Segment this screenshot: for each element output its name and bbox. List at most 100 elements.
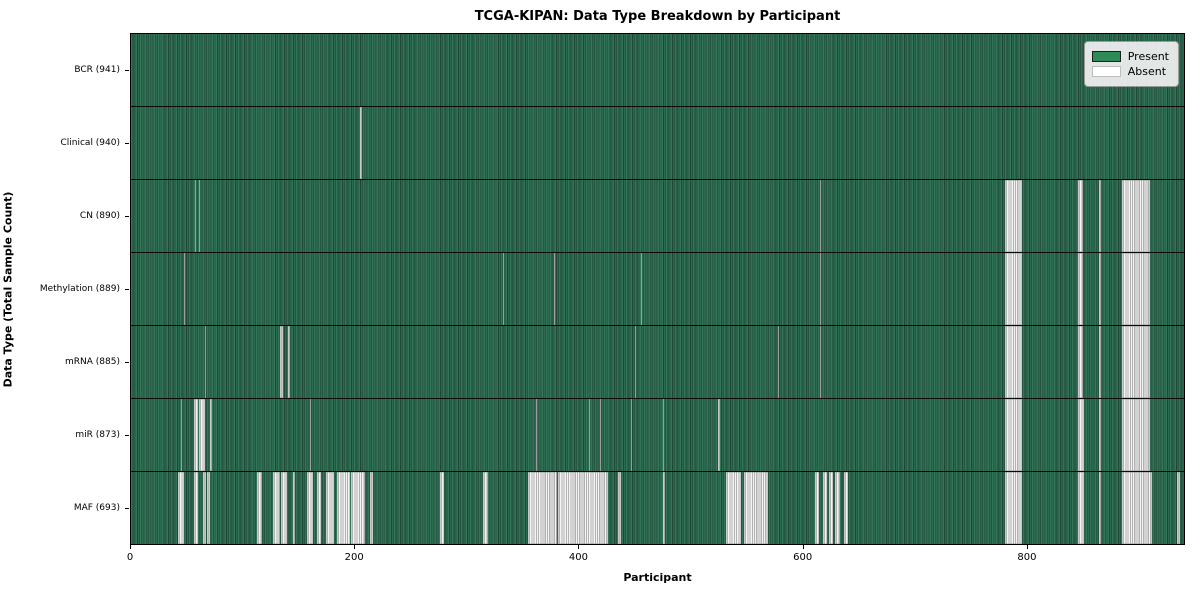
absent-stripe <box>1098 399 1102 471</box>
y-tick-label-MAF: MAF (693) <box>73 503 120 514</box>
legend-absent-label: Absent <box>1127 65 1167 78</box>
absent-stripe <box>829 472 833 544</box>
absent-stripe <box>439 472 445 544</box>
chart-title: TCGA-KIPAN: Data Type Breakdown by Parti… <box>474 9 841 24</box>
absent-stripe <box>207 472 211 544</box>
absent-stripe <box>370 472 373 544</box>
x-tick-mark <box>578 545 580 549</box>
absent-stripe <box>183 253 185 325</box>
absent-stripe <box>177 472 184 544</box>
y-tick-label-Clinical: Clinical (940) <box>60 137 120 148</box>
heatmap-row-CN <box>131 180 1184 253</box>
absent-stripe <box>1098 253 1102 325</box>
absent-stripe <box>181 399 183 471</box>
absent-stripe <box>194 180 196 252</box>
absent-stripe <box>1122 472 1152 544</box>
heatmap-row-mRNA <box>131 326 1184 399</box>
absent-stripe <box>1122 326 1151 398</box>
absent-stripe <box>325 472 334 544</box>
absent-stripe <box>1077 326 1084 398</box>
absent-stripe <box>193 399 199 471</box>
x-tick-label-800: 800 <box>1017 552 1037 563</box>
y-tick-mark <box>125 215 129 217</box>
absent-stripe <box>1122 399 1151 471</box>
x-tick-mark <box>802 545 804 549</box>
heatmap-row-miR <box>131 399 1184 472</box>
absent-stripe <box>822 472 828 544</box>
y-tick-label-BCR: BCR (941) <box>74 64 120 75</box>
x-tick-label-400: 400 <box>568 552 588 563</box>
absent-stripe <box>202 472 206 544</box>
legend-item-absent: Absent <box>1091 65 1169 78</box>
y-tick-mark <box>125 142 129 144</box>
x-axis-label: Participant <box>623 571 692 584</box>
x-tick-label-600: 600 <box>793 552 813 563</box>
absent-stripe <box>193 472 199 544</box>
absent-stripe <box>351 472 365 544</box>
absent-stripe <box>502 253 504 325</box>
absent-stripe <box>536 399 538 471</box>
absent-stripe <box>1077 180 1084 252</box>
absent-stripe <box>814 472 820 544</box>
y-tick-label-mRNA: mRNA (885) <box>65 357 120 368</box>
legend: Present Absent <box>1083 41 1179 87</box>
absent-stripe <box>843 472 849 544</box>
absent-stripe <box>1098 326 1102 398</box>
absent-stripe <box>287 326 290 398</box>
absent-stripe <box>662 472 665 544</box>
absent-stripe <box>360 107 362 179</box>
y-tick-mark <box>125 69 129 71</box>
legend-present-label: Present <box>1127 50 1169 63</box>
absent-stripe <box>744 472 768 544</box>
absent-stripe <box>820 180 822 252</box>
x-tick-mark <box>130 545 131 549</box>
absent-stripe <box>820 326 822 398</box>
absent-stripe <box>726 472 741 544</box>
absent-stripe <box>1004 180 1022 252</box>
absent-stripe <box>553 253 556 325</box>
absent-stripe <box>1122 253 1151 325</box>
y-tick-mark <box>125 362 129 364</box>
plot-area <box>130 33 1185 545</box>
absent-stripe <box>588 399 590 471</box>
absent-stripe <box>1098 472 1102 544</box>
absent-stripe <box>1077 472 1085 544</box>
absent-stripe <box>641 253 643 325</box>
x-tick-label-0: 0 <box>126 552 134 563</box>
absent-stripe <box>718 399 720 471</box>
heatmap-row-BCR <box>131 34 1184 107</box>
absent-stripe <box>599 399 601 471</box>
absent-stripe <box>210 399 212 471</box>
heatmap-row-MAF <box>131 472 1184 544</box>
y-tick-label-CN: CN (890) <box>79 210 120 221</box>
absent-stripe <box>306 472 314 544</box>
y-tick-mark <box>125 435 129 437</box>
heatmap-row-Methylation <box>131 253 1184 326</box>
x-tick-mark <box>354 545 356 549</box>
absent-stripe <box>662 399 664 471</box>
absent-stripe <box>336 472 351 544</box>
absent-stripe <box>257 472 262 544</box>
absent-stripe <box>1004 326 1022 398</box>
absent-stripe <box>820 253 822 325</box>
absent-stripe <box>1177 472 1180 544</box>
present-swatch-icon <box>1091 51 1121 62</box>
absent-stripe <box>777 326 779 398</box>
absent-stripe <box>528 472 558 544</box>
y-tick-mark <box>125 289 129 290</box>
absent-stripe <box>293 472 296 544</box>
absent-stripe <box>316 472 322 544</box>
absent-stripe <box>483 472 488 544</box>
y-tick-mark <box>125 508 129 510</box>
absent-stripe <box>280 472 287 544</box>
absent-stripe <box>199 399 205 471</box>
x-tick-label-200: 200 <box>344 552 364 563</box>
absent-stripe <box>1077 253 1084 325</box>
y-tick-label-miR: miR (873) <box>75 430 120 441</box>
y-tick-label-Methylation: Methylation (889) <box>39 284 120 294</box>
absent-stripe <box>273 472 280 544</box>
absent-stripe <box>1077 399 1085 471</box>
absent-stripe <box>204 326 206 398</box>
legend-item-present: Present <box>1091 50 1169 63</box>
